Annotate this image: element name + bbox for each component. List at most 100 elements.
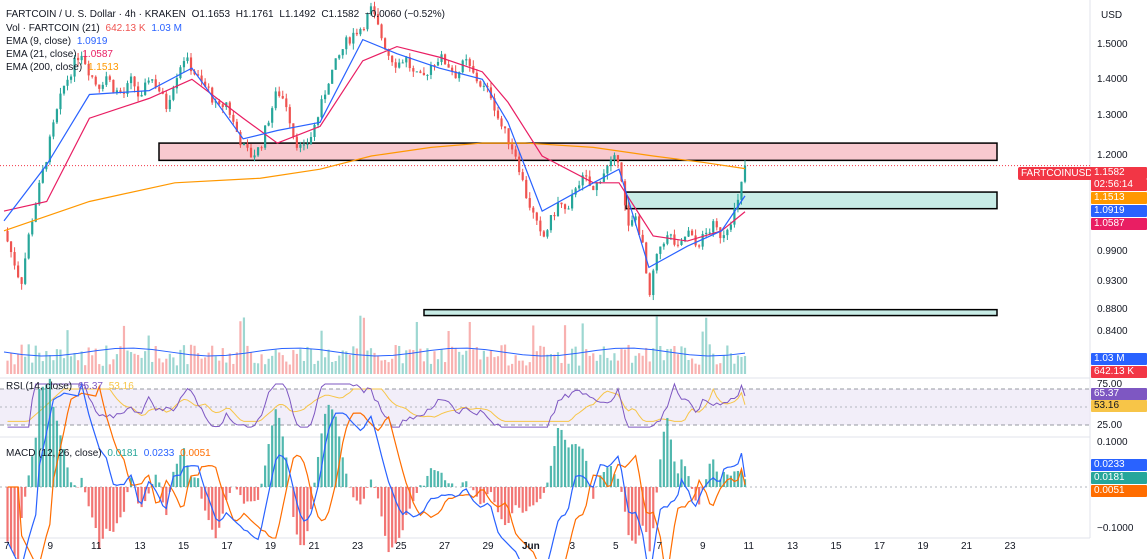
volume-bar [369, 348, 373, 374]
volume-bar [429, 363, 433, 374]
volume-value-1: 642.13 K [105, 23, 146, 34]
volume-bar [405, 350, 408, 374]
candle-body [168, 99, 171, 109]
volume-bar [560, 362, 563, 374]
candle-body [394, 62, 397, 68]
volume-bar [260, 354, 263, 374]
volume-bar [144, 351, 147, 374]
macd-histogram-bar [475, 487, 478, 497]
macd-histogram-bar [253, 487, 256, 502]
candle-body [609, 159, 613, 167]
volume-bar [331, 361, 334, 374]
macd-histogram-bar [461, 482, 464, 487]
volume-bar [242, 317, 246, 374]
candle-body [285, 98, 288, 108]
macd-histogram-bar [24, 487, 27, 497]
macd-legend[interactable]: MACD (12, 26, close) 0.0181 0.0233 0.005… [6, 448, 214, 460]
volume-bar [500, 345, 503, 374]
candle-body [729, 224, 732, 230]
candle-body [496, 110, 500, 119]
volume-bar [73, 353, 76, 374]
macd-histogram-bar [324, 413, 327, 487]
ema21-price-tag: 1.0587 [1091, 218, 1147, 230]
candle-body [521, 172, 524, 180]
volume-bar [602, 346, 605, 374]
macd-label: MACD (12, 26, close) [6, 448, 102, 459]
macd-histogram-bar [436, 471, 440, 487]
candle-body [369, 6, 373, 14]
macd-histogram-bar [126, 487, 129, 493]
volume-bar [571, 348, 574, 374]
volume-bar [136, 354, 140, 374]
ema21-legend[interactable]: EMA (21, close) 1.0587 [6, 49, 116, 61]
candle-body [246, 143, 249, 148]
macd-histogram-bar [235, 487, 238, 490]
volume-bar [359, 315, 362, 374]
symbol-price-tag[interactable]: FARTCOINUSD [1018, 167, 1096, 180]
macd-histogram-bar [394, 487, 397, 544]
macd-histogram-bar [87, 487, 90, 507]
price-tick: 0.8800 [1097, 304, 1128, 315]
candle-body [708, 232, 711, 234]
volume-bar [55, 349, 59, 374]
ema9-legend[interactable]: EMA (9, close) 1.0919 [6, 36, 110, 48]
macd-histogram-bar [105, 487, 108, 529]
macd-histogram-bar [112, 487, 115, 532]
volume-bar [638, 353, 641, 374]
volume-bar [182, 345, 186, 374]
macd-histogram-bar [225, 487, 228, 500]
macd-histogram-bar [729, 475, 732, 487]
candle-body [532, 207, 535, 213]
candle-body [140, 94, 143, 97]
macd-histogram-bar [634, 487, 637, 544]
macd-histogram-bar [331, 409, 334, 487]
volume-bar [616, 360, 620, 374]
time-tick: 17 [221, 541, 233, 552]
volume-bar [52, 360, 55, 374]
last-price-tag: 1.1582 [1091, 167, 1147, 179]
macd-histogram-bar [638, 487, 641, 536]
macd-histogram-bar [193, 477, 196, 487]
volume-bar [398, 345, 401, 374]
macd-histogram-bar [228, 487, 231, 493]
candle-body [133, 76, 136, 87]
volume-bar [105, 345, 108, 374]
price-tick: 1.4000 [1097, 74, 1128, 85]
candle-body [503, 126, 507, 129]
macd-histogram-bar [440, 472, 443, 487]
macd-histogram-bar [479, 487, 482, 505]
ema200-line [3, 142, 746, 232]
macd-histogram-bar [41, 386, 44, 487]
macd-histogram-bar [676, 473, 680, 487]
macd-histogram-bar [666, 417, 669, 487]
macd-histogram-bar [320, 433, 323, 487]
candle-body [436, 61, 440, 66]
macd-histogram-bar [352, 487, 355, 498]
macd-histogram-bar [373, 487, 376, 488]
rsi-legend[interactable]: RSI (14, close) 65.37 53.16 [6, 381, 137, 393]
macd-histogram-bar [514, 487, 517, 506]
volume-legend[interactable]: Vol · FARTCOIN (21) 642.13 K 1.03 M [6, 23, 185, 35]
ema200-label: EMA (200, close) [6, 62, 83, 73]
volume-bar [24, 356, 27, 374]
volume-bar [172, 357, 175, 374]
macd-histogram-bar [207, 487, 210, 521]
volume-bar [355, 348, 358, 374]
volume-bar [9, 353, 13, 374]
rsi-label: RSI (14, close) [6, 381, 73, 392]
ema200-legend[interactable]: EMA (200, close) 1.1513 [6, 62, 122, 74]
candle-body [511, 144, 514, 150]
volume-bar [408, 349, 411, 374]
candle-body [27, 234, 30, 259]
rsi-line [7, 382, 746, 428]
volume-bar [34, 345, 37, 374]
candle-body [719, 227, 722, 239]
candle-body [630, 220, 634, 226]
volume-bar [299, 349, 302, 374]
volume-bar [652, 348, 655, 374]
volume-bar [486, 356, 489, 374]
volume-bar [376, 355, 380, 374]
macd-histogram-bar [715, 471, 718, 487]
candle-body [186, 57, 189, 62]
